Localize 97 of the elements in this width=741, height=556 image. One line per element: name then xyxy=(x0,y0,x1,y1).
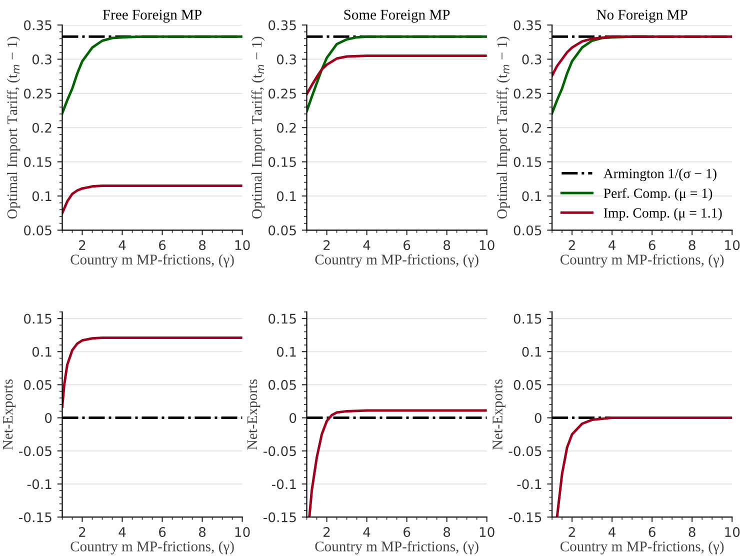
x-axis-title: Country m MP-frictions, (γ) xyxy=(70,540,234,554)
y-tick-label: 0.1 xyxy=(522,346,542,357)
y-tick-label: -0.05 xyxy=(19,446,52,456)
x-tick-label: 8 xyxy=(444,527,450,538)
y-tick-label: 0.25 xyxy=(514,88,542,99)
x-tick-label: 4 xyxy=(118,240,126,250)
y-tick-label: 0.1 xyxy=(276,191,296,202)
y-axis-title: Optimal Import Tariff, (t$_{m}$ − 1) xyxy=(496,36,510,219)
x-tick-label: 6 xyxy=(159,527,166,538)
x-tick-label: 10 xyxy=(725,240,740,250)
x-tick-label: 2 xyxy=(568,527,575,537)
x-tick-label: 6 xyxy=(159,240,166,250)
y-tick-label: 0.2 xyxy=(276,122,296,133)
y-tick-label: 0.15 xyxy=(24,314,52,324)
y-tick-label: 0.15 xyxy=(268,157,296,167)
x-axis-title: Country m MP-frictions, (γ) xyxy=(560,254,724,268)
line-series xyxy=(556,416,732,518)
x-tick-label: 4 xyxy=(118,527,126,537)
y-tick-label: 0.1 xyxy=(32,191,52,202)
line-series xyxy=(552,35,732,77)
x-tick-label: 4 xyxy=(608,240,616,250)
y-tick-label: -0.15 xyxy=(19,512,52,522)
y-tick-label: 0.3 xyxy=(276,54,296,64)
y-tick-label: -0.1 xyxy=(517,479,542,490)
y-tick-label: 0.3 xyxy=(32,54,52,64)
x-tick-label: 4 xyxy=(608,527,616,537)
x-tick-label: 8 xyxy=(688,527,696,538)
line-series xyxy=(62,336,242,408)
x-axis-title: Country m MP-frictions, (γ) xyxy=(560,540,724,554)
y-tick-label: -0.1 xyxy=(27,479,52,490)
legend-label: Armington 1/(σ − 1) xyxy=(603,168,716,182)
y-tick-label: 0.05 xyxy=(514,380,542,390)
y-tick-label: -0.05 xyxy=(508,446,542,456)
x-tick-label: 2 xyxy=(79,240,86,250)
chart-title: Free Foreign MP xyxy=(102,10,202,23)
y-tick-label: -0.1 xyxy=(272,479,296,490)
y-axis-title: Net-Exports xyxy=(2,379,16,450)
y-tick-label: 0.1 xyxy=(32,346,52,357)
y-tick-label: 0.15 xyxy=(514,314,542,324)
x-tick-label: 10 xyxy=(725,527,740,538)
x-tick-label: 6 xyxy=(648,527,656,538)
y-tick-label: -0.15 xyxy=(264,512,296,522)
line-series xyxy=(62,35,242,114)
y-tick-label: 0.35 xyxy=(268,20,296,30)
y-tick-label: 0.15 xyxy=(268,314,296,324)
y-tick-label: 0.2 xyxy=(32,122,52,133)
y-tick-label: 0.25 xyxy=(24,88,52,99)
chart-title: No Foreign MP xyxy=(596,10,688,23)
x-tick-label: 8 xyxy=(688,240,696,250)
y-tick-label: 0.15 xyxy=(24,157,52,167)
y-tick-label: 0.05 xyxy=(514,225,542,236)
line-series xyxy=(62,184,242,214)
legend-label: Imp. Comp. (μ = 1.1) xyxy=(604,208,722,220)
y-tick-label: 0.05 xyxy=(268,380,296,390)
x-tick-label: 10 xyxy=(480,240,494,250)
y-tick-label: 0 xyxy=(44,413,52,424)
line-series xyxy=(306,54,487,96)
y-tick-label: 0.05 xyxy=(268,225,296,236)
y-tick-label: 0.3 xyxy=(522,54,542,64)
y-tick-label: 0.35 xyxy=(24,20,52,30)
y-tick-label: 0 xyxy=(290,413,296,424)
x-tick-label: 4 xyxy=(363,527,370,537)
y-axis-title: Net-Exports xyxy=(492,379,506,450)
x-tick-label: 10 xyxy=(480,527,494,538)
x-tick-label: 6 xyxy=(404,527,410,538)
x-tick-label: 4 xyxy=(363,240,370,250)
y-tick-label: 0.15 xyxy=(514,157,542,167)
y-tick-label: 0.1 xyxy=(522,191,542,202)
x-tick-label: 2 xyxy=(324,527,330,537)
x-axis-title: Country m MP-frictions, (γ) xyxy=(315,254,478,268)
x-tick-label: 10 xyxy=(235,240,250,250)
x-tick-label: 2 xyxy=(79,527,86,537)
x-tick-label: 10 xyxy=(235,527,250,538)
y-tick-label: 0.2 xyxy=(522,122,541,133)
y-tick-label: 0.05 xyxy=(24,225,52,236)
x-tick-label: 6 xyxy=(648,240,656,250)
x-tick-label: 8 xyxy=(444,240,450,250)
y-tick-label: -0.15 xyxy=(508,512,542,522)
x-tick-label: 2 xyxy=(568,240,575,250)
x-tick-label: 6 xyxy=(404,240,410,250)
y-tick-label: 0.25 xyxy=(268,88,296,99)
y-tick-label: 0.1 xyxy=(276,346,296,357)
x-tick-label: 2 xyxy=(324,240,330,250)
y-axis-title: Optimal Import Tariff, (t$_{m}$ − 1) xyxy=(6,36,20,219)
x-tick-label: 8 xyxy=(198,240,206,250)
y-axis-title: Optimal Import Tariff, (t$_{m}$ − 1) xyxy=(251,36,265,219)
y-tick-label: 0 xyxy=(534,413,542,424)
y-tick-label: -0.05 xyxy=(264,446,296,456)
y-tick-label: 0.05 xyxy=(24,380,52,390)
legend-label: Perf. Comp. (μ = 1) xyxy=(604,188,712,201)
x-tick-label: 8 xyxy=(198,527,206,538)
y-tick-label: 0.35 xyxy=(514,20,542,30)
line-series xyxy=(306,35,487,112)
x-axis-title: Country m MP-frictions, (γ) xyxy=(70,254,234,268)
x-axis-title: Country m MP-frictions, (γ) xyxy=(315,540,478,554)
chart-title: Some Foreign MP xyxy=(344,10,450,23)
y-axis-title: Net-Exports xyxy=(247,379,260,450)
